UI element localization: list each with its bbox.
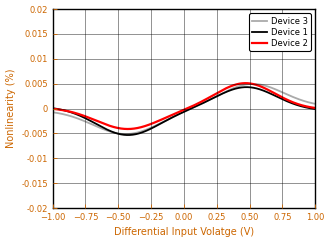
Device 2 bbox=[67, 110, 71, 113]
Device 1 bbox=[250, 86, 254, 89]
Device 3 bbox=[50, 111, 54, 114]
Device 3 bbox=[250, 82, 254, 85]
Device 2 bbox=[250, 82, 254, 85]
Device 3 bbox=[67, 114, 71, 117]
Device 2 bbox=[313, 106, 317, 109]
Device 3 bbox=[251, 82, 255, 85]
Device 1 bbox=[218, 93, 222, 96]
Device 2 bbox=[126, 128, 130, 130]
Device 2 bbox=[244, 82, 248, 85]
Device 1 bbox=[278, 96, 281, 99]
Device 2 bbox=[278, 95, 281, 97]
Device 3 bbox=[278, 90, 281, 93]
Device 1 bbox=[313, 108, 317, 111]
Device 3 bbox=[211, 97, 214, 100]
Device 3 bbox=[204, 100, 208, 103]
X-axis label: Differential Input Volatge (V): Differential Input Volatge (V) bbox=[114, 227, 254, 237]
Device 3 bbox=[218, 93, 222, 96]
Y-axis label: Nonlinearity (%): Nonlinearity (%) bbox=[6, 69, 16, 148]
Device 2 bbox=[50, 107, 54, 110]
Device 3 bbox=[313, 102, 317, 105]
Device 1 bbox=[50, 107, 54, 110]
Device 2 bbox=[211, 94, 214, 97]
Device 1 bbox=[204, 100, 208, 103]
Legend: Device 3, Device 1, Device 2: Device 3, Device 1, Device 2 bbox=[249, 13, 311, 51]
Device 2 bbox=[218, 90, 222, 93]
Device 3 bbox=[124, 133, 128, 136]
Device 1 bbox=[126, 134, 130, 137]
Device 1 bbox=[245, 86, 248, 89]
Device 1 bbox=[211, 97, 214, 100]
Device 2 bbox=[204, 98, 208, 101]
Line: Device 3: Device 3 bbox=[52, 84, 315, 134]
Line: Device 1: Device 1 bbox=[52, 87, 315, 135]
Line: Device 2: Device 2 bbox=[52, 83, 315, 129]
Device 1 bbox=[67, 110, 71, 113]
